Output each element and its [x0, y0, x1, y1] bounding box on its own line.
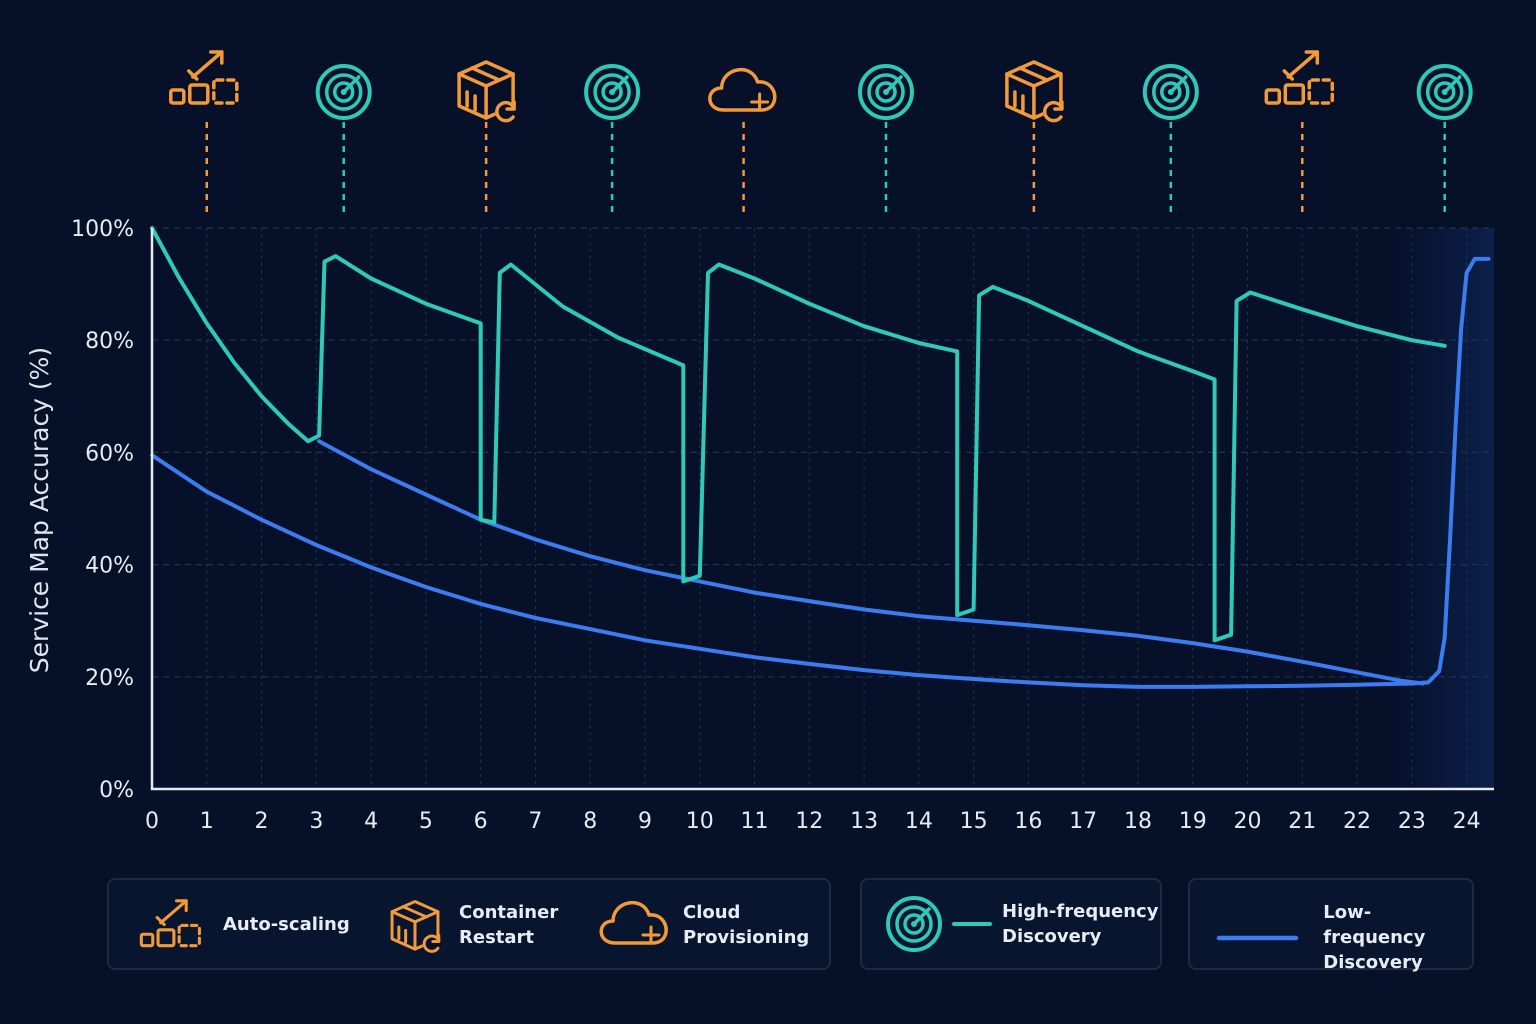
legend-item-high-frequency: High-frequency Discovery — [884, 894, 1158, 954]
y-tick-label-60: 60% — [85, 441, 134, 466]
x-tick-label-10: 10 — [686, 809, 714, 834]
legend-item-container-restart: Container Restart — [383, 893, 558, 957]
x-tick-label-7: 7 — [528, 809, 542, 834]
radar-icon — [858, 64, 914, 120]
events-legend: Auto-scaling Container Restart Cloud Pro… — [107, 878, 831, 970]
radar-icon — [886, 896, 942, 952]
high-frequency-legend: High-frequency Discovery — [860, 878, 1162, 970]
legend-label-auto-scaling: Auto-scaling — [223, 913, 350, 935]
y-tick-label-100: 100% — [71, 217, 134, 242]
x-tick-label-3: 3 — [309, 809, 323, 834]
x-tick-label-1: 1 — [200, 809, 214, 834]
low-frequency-legend: Low-frequency Discovery — [1188, 878, 1474, 973]
x-tick-label-12: 12 — [795, 809, 823, 834]
x-tick-label-11: 11 — [741, 809, 769, 834]
container-restart-icon — [1005, 60, 1067, 125]
radar-icon — [1416, 64, 1473, 120]
x-tick-label-17: 17 — [1069, 809, 1097, 834]
y-tick-label-40: 40% — [85, 554, 134, 579]
legend-label-high-frequency: High-frequency Discovery — [1002, 901, 1159, 947]
y-tick-labels: 0% 20% 40% 60% 80% 100% — [71, 217, 134, 803]
x-tick-label-4: 4 — [364, 809, 378, 834]
x-tick-label-5: 5 — [419, 809, 433, 834]
x-tick-label-15: 15 — [960, 809, 988, 834]
series-line-high-frequency-discovery — [150, 226, 1447, 643]
x-tick-label-13: 13 — [850, 809, 878, 834]
x-tick-label-24: 24 — [1453, 809, 1481, 834]
cloud-plus-icon — [599, 900, 668, 945]
legend-item-cloud-provisioning: Cloud Provisioning — [597, 893, 809, 957]
axes — [150, 228, 1494, 791]
x-tick-label-8: 8 — [583, 809, 597, 834]
legend-label-container-restart: Container Restart — [459, 902, 559, 948]
x-tick-label-21: 21 — [1288, 809, 1316, 834]
x-tick-label-20: 20 — [1234, 809, 1262, 834]
auto-scaling-icon — [139, 899, 201, 948]
plot-tail-shading — [1384, 228, 1494, 789]
x-tick-label-18: 18 — [1124, 809, 1152, 834]
event-connectors — [205, 122, 1446, 218]
x-tick-label-23: 23 — [1398, 809, 1426, 834]
high-frequency-line-swatch — [952, 922, 992, 926]
x-tick-label-19: 19 — [1179, 809, 1207, 834]
radar-icon — [315, 64, 372, 120]
auto-scaling-icon — [1264, 50, 1335, 105]
radar-icon — [1142, 64, 1199, 120]
legend-label-low-frequency: Low-frequency Discovery — [1323, 902, 1426, 973]
y-tick-label-0: 0% — [99, 778, 134, 803]
x-tick-label-6: 6 — [474, 809, 488, 834]
x-tick-label-9: 9 — [638, 809, 652, 834]
x-tick-label-2: 2 — [255, 809, 269, 834]
x-tick-label-14: 14 — [905, 809, 933, 834]
grid-lines — [152, 227, 1494, 789]
series-line-low-frequency-discovery — [150, 256, 1491, 689]
auto-scaling-icon — [169, 50, 239, 105]
container-restart-icon — [457, 60, 519, 125]
legend-item-low-frequency: Low-frequency Discovery — [1216, 900, 1472, 975]
y-tick-label-20: 20% — [85, 666, 134, 691]
series-layer — [150, 226, 1491, 689]
y-tick-label-80: 80% — [85, 329, 134, 354]
radar-icon — [584, 64, 641, 120]
y-axis-label: Service Map Accuracy (%) — [25, 347, 54, 673]
legend-label-cloud-provisioning: Cloud Provisioning — [683, 902, 810, 948]
cloud-plus-icon — [708, 67, 777, 112]
container-restart-icon — [390, 900, 443, 955]
legend-item-auto-scaling: Auto-scaling — [133, 892, 350, 956]
x-tick-label-22: 22 — [1343, 809, 1371, 834]
series-line-decay-baseline — [317, 439, 1425, 686]
x-tick-label-0: 0 — [145, 809, 159, 834]
event-icons-row — [169, 50, 1473, 125]
x-tick-label-16: 16 — [1014, 809, 1042, 834]
accuracy-chart: 0%20%40%60%80%100% 0 1 2 3 4 5 6 7 8 9 10 11 12 13 14 1… — [25, 50, 1494, 834]
low-frequency-line-swatch — [1216, 935, 1299, 940]
x-tick-labels: 0 1 2 3 4 5 6 7 8 9 10 11 12 13 14 15 16 17 18 19 20 21 22 23 24 — [145, 809, 1481, 834]
